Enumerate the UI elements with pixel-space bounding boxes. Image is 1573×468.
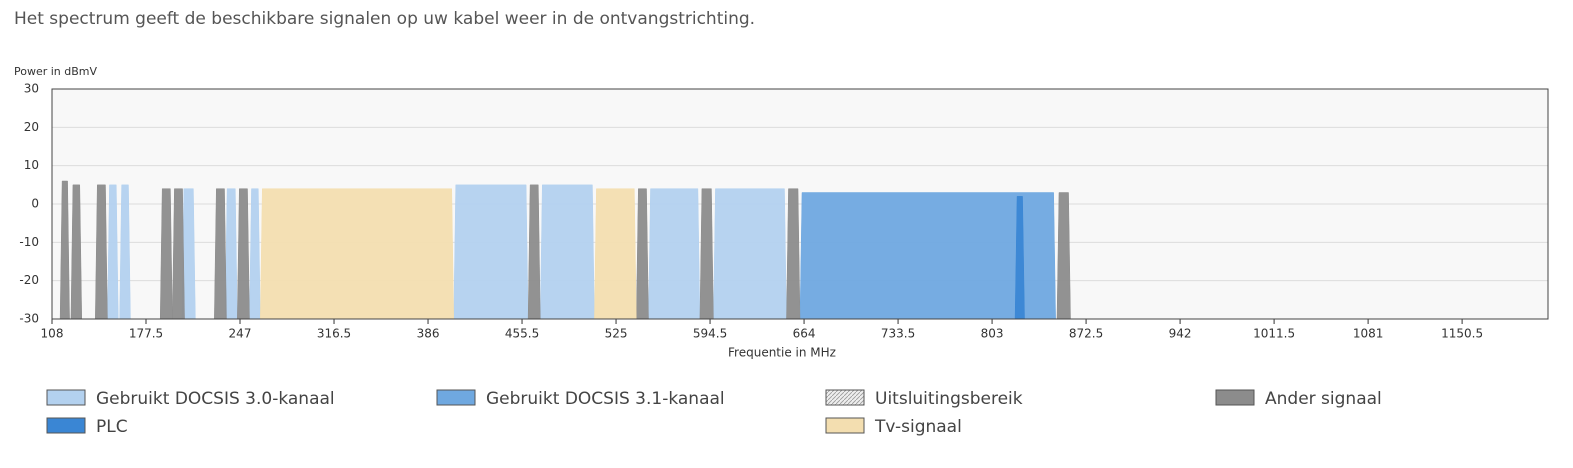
band: [260, 188, 454, 320]
band: [540, 184, 595, 320]
x-tick-label: 872.5: [1069, 327, 1103, 341]
band: [159, 188, 173, 320]
x-tick-label: 594.5: [693, 327, 727, 341]
band: [1056, 192, 1071, 320]
x-tick-label: 1150.5: [1441, 327, 1483, 341]
legend-label: Gebruikt DOCSIS 3.0-kanaal: [96, 389, 335, 409]
band: [636, 188, 649, 320]
band: [527, 184, 541, 320]
x-tick-label: 316.5: [317, 327, 351, 341]
band: [786, 188, 801, 320]
band: [453, 184, 529, 320]
x-tick-label: 942: [1169, 327, 1192, 341]
x-tick-label: 177.5: [129, 327, 163, 341]
x-tick-label: 386: [417, 327, 440, 341]
x-tick-label: 733.5: [881, 327, 915, 341]
band: [107, 184, 119, 320]
description: Het spectrum geeft de beschikbare signal…: [14, 9, 755, 29]
x-tick-label: 455.5: [505, 327, 539, 341]
x-tick-label: 108: [41, 327, 64, 341]
legend-swatch: [46, 417, 86, 434]
plot-border: [51, 88, 1549, 320]
band: [214, 188, 227, 320]
band: [237, 188, 250, 320]
band: [119, 184, 131, 320]
band: [699, 188, 714, 320]
y-tick-label: 0: [31, 197, 39, 211]
x-axis-label: Frequentie in MHz: [728, 346, 836, 360]
band: [224, 188, 238, 320]
y-tick-label: -30: [19, 312, 39, 326]
y-tick-label: 20: [24, 120, 39, 134]
y-tick-label: 30: [24, 82, 39, 96]
band: [648, 188, 701, 320]
x-tick-label: 664: [793, 327, 816, 341]
band: [95, 184, 108, 320]
legend-label: Ander signaal: [1265, 389, 1382, 409]
band: [249, 188, 261, 320]
legend-label: Gebruikt DOCSIS 3.1-kanaal: [486, 389, 725, 409]
band: [713, 188, 787, 320]
legend-swatch: [436, 389, 476, 406]
legend-swatch: [825, 389, 865, 406]
y-axis-label: Power in dBmV: [14, 65, 98, 78]
band: [594, 188, 637, 320]
x-tick-label: 803: [981, 327, 1004, 341]
legend-label: Tv-signaal: [874, 417, 962, 437]
legend-label: Uitsluitingsbereik: [875, 389, 1023, 409]
x-tick-label: 1011.5: [1253, 327, 1295, 341]
y-tick-label: -10: [19, 235, 39, 249]
y-tick-label: 10: [24, 158, 39, 172]
x-tick-label: 247: [229, 327, 252, 341]
band: [70, 184, 83, 320]
y-tick-label: -20: [19, 273, 39, 287]
x-tick-label: 525: [605, 327, 628, 341]
x-tick-label: 1081: [1353, 327, 1384, 341]
legend-label: PLC: [96, 417, 128, 437]
legend-swatch: [1215, 389, 1255, 406]
legend-swatch: [46, 389, 86, 406]
legend-swatch: [825, 417, 865, 434]
band: [172, 188, 185, 320]
